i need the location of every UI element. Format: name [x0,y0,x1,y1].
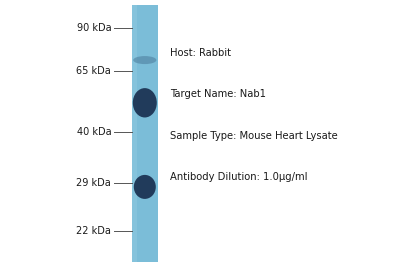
Ellipse shape [134,175,156,199]
Text: Host: Rabbit: Host: Rabbit [170,48,231,58]
Text: Target Name: Nab1: Target Name: Nab1 [170,89,266,99]
Text: 29 kDa: 29 kDa [76,178,111,188]
Text: 40 kDa: 40 kDa [76,127,111,137]
Bar [132,5,137,262]
Bar [132,5,158,262]
Text: Antibody Dilution: 1.0µg/ml: Antibody Dilution: 1.0µg/ml [170,172,308,182]
Ellipse shape [133,56,156,64]
Ellipse shape [133,88,157,117]
Text: 90 kDa: 90 kDa [76,23,111,33]
Text: 65 kDa: 65 kDa [76,66,111,76]
Text: Sample Type: Mouse Heart Lysate: Sample Type: Mouse Heart Lysate [170,131,338,141]
Text: 22 kDa: 22 kDa [76,226,111,236]
